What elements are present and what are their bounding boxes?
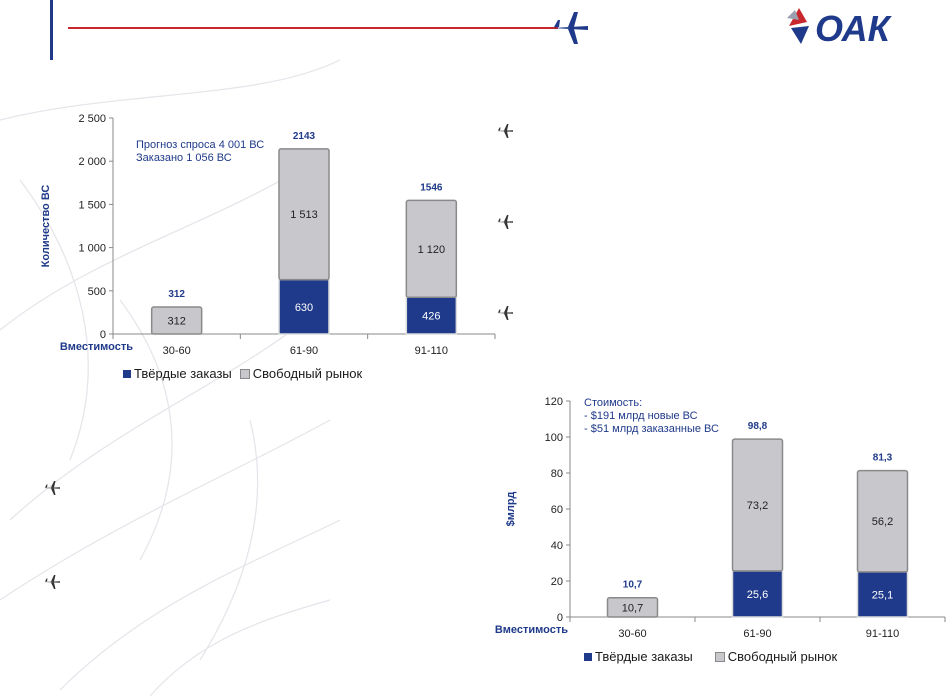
y-tick-label: 0 <box>557 612 563 624</box>
airplane-icon <box>552 12 588 44</box>
legend-item-firm: Твёрдые заказы <box>584 649 693 664</box>
legend-swatch <box>714 651 725 662</box>
chart2-annotation-line: Стоимость: <box>584 397 643 409</box>
legend-swatch <box>239 368 250 379</box>
legend-label: Твёрдые заказы <box>134 366 232 381</box>
bar-total-label: 81,3 <box>873 453 893 464</box>
y-tick-label: 100 <box>545 432 563 444</box>
y-tick-label: 0 <box>100 329 106 341</box>
chart2-legend: Твёрдые заказы Свободный рынок <box>584 649 845 664</box>
bar-data-label: 426 <box>422 311 440 323</box>
bar-total-label: 312 <box>168 289 185 300</box>
bar-free-market <box>278 148 330 281</box>
legend-label: Твёрдые заказы <box>595 649 693 664</box>
bar-data-label: 10,7 <box>622 602 643 614</box>
y-tick-label: 20 <box>551 576 563 588</box>
x-axis-title: Вместимость <box>495 624 568 636</box>
bar-free-market <box>150 306 203 335</box>
chart1-annotation-line: Прогноз спроса 4 001 ВС <box>136 139 265 151</box>
chart2-annotation-line: - $191 млрд новые ВС <box>584 410 698 422</box>
y-tick-label: 500 <box>88 286 106 298</box>
header-divider-line <box>68 27 558 29</box>
chart1-annotation: Прогноз спроса 4 001 ВС Заказано 1 056 В… <box>136 139 264 165</box>
legend-swatch <box>584 652 592 661</box>
y-tick-label: 40 <box>551 540 563 552</box>
bar-firm-orders <box>278 278 330 335</box>
logo-text: ОАК <box>815 8 893 48</box>
bar-free-market <box>606 596 659 618</box>
y-tick-label: 80 <box>551 468 563 480</box>
bar-data-label: 1 120 <box>418 244 446 256</box>
chart2-annotation-line: - $51 млрд заказанные ВС <box>584 423 719 435</box>
bar-data-label: 73,2 <box>747 500 768 512</box>
airplane-icon <box>44 575 60 589</box>
y-tick-label: 1 000 <box>78 243 106 255</box>
bar-data-label: 630 <box>295 302 313 314</box>
bar-data-label: 1 513 <box>290 209 318 221</box>
chart1-annotation-line: Заказано 1 056 ВС <box>136 152 232 164</box>
bar-free-market <box>856 469 909 573</box>
legend-item-free: Свободный рынок <box>714 649 838 664</box>
bar-total-label: 10,7 <box>623 580 643 591</box>
y-tick-label: 2 500 <box>78 113 106 125</box>
logo-star-icon <box>787 8 809 44</box>
y-axis-title: $млрд <box>505 492 517 527</box>
chart1-legend: Твёрдые заказы Свободный рынок <box>123 366 370 381</box>
company-logo: ОАК <box>787 8 893 48</box>
x-tick-label: 30-60 <box>163 345 191 357</box>
legend-label: Свободный рынок <box>252 366 363 381</box>
bar-free-market <box>405 199 458 298</box>
bar-total-label: 2143 <box>293 131 316 142</box>
bar-data-label: 25,6 <box>747 589 768 601</box>
x-axis-title: Вместимость <box>60 341 133 353</box>
airplane-icon <box>44 481 60 495</box>
bar-data-label: 56,2 <box>872 516 893 528</box>
bar-total-label: 98,8 <box>748 421 768 432</box>
y-tick-label: 2 000 <box>78 156 106 168</box>
legend-label: Свободный рынок <box>727 649 838 664</box>
legend-item-firm: Твёрдые заказы <box>123 366 232 381</box>
y-axis-title: Количество ВС <box>40 185 52 268</box>
legend-swatch <box>123 369 131 378</box>
bar-free-market <box>731 438 784 572</box>
y-tick-label: 60 <box>551 504 563 516</box>
header-accent-bar <box>50 0 53 60</box>
legend-item-free: Свободный рынок <box>239 366 363 381</box>
x-tick-label: 61-90 <box>743 628 771 640</box>
bar-firm-orders <box>731 570 784 618</box>
bar-total-label: 1546 <box>420 182 443 193</box>
x-tick-label: 91-110 <box>866 628 899 640</box>
y-tick-label: 1 500 <box>78 199 106 211</box>
x-tick-label: 30-60 <box>618 628 646 640</box>
x-tick-label: 91-110 <box>415 345 448 357</box>
bar-firm-orders <box>405 296 458 335</box>
airplane-icon <box>497 124 513 138</box>
airplane-icon <box>497 215 513 229</box>
y-tick-label: 120 <box>545 396 563 408</box>
bar-data-label: 312 <box>167 316 185 328</box>
airplane-icon <box>497 306 513 320</box>
bar-data-label: 25,1 <box>872 589 893 601</box>
x-tick-label: 61-90 <box>290 345 318 357</box>
chart2-annotation: Стоимость: - $191 млрд новые ВС - $51 мл… <box>584 397 719 436</box>
